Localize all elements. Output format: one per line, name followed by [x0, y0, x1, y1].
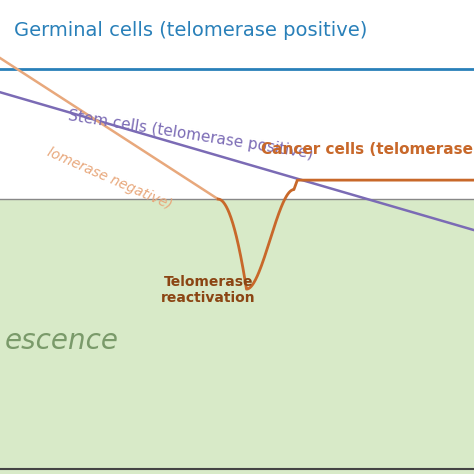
- Text: lomerase negative): lomerase negative): [45, 145, 173, 212]
- Text: Stem cells (telomerase positive): Stem cells (telomerase positive): [67, 108, 314, 162]
- Text: Cancer cells (telomerase pos: Cancer cells (telomerase pos: [261, 142, 474, 157]
- Text: escence: escence: [5, 327, 119, 356]
- Text: Telomerase
reactivation: Telomerase reactivation: [161, 275, 256, 305]
- Text: Germinal cells (telomerase positive): Germinal cells (telomerase positive): [14, 21, 368, 40]
- Polygon shape: [0, 199, 474, 474]
